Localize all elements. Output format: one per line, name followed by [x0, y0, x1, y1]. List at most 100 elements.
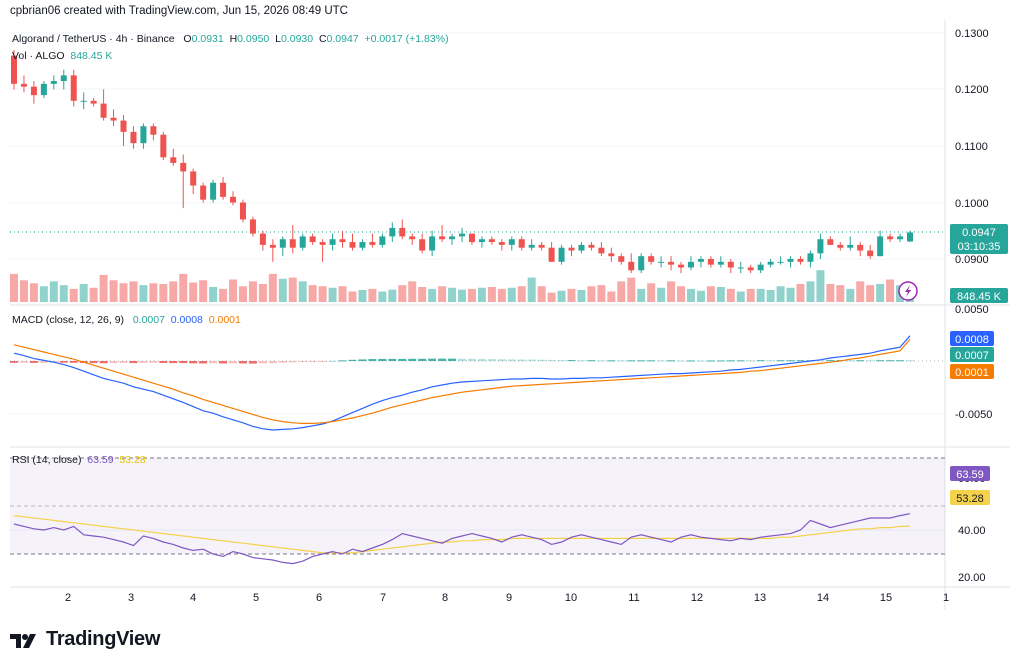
candle-body [777, 261, 784, 263]
low-label: L [275, 33, 281, 45]
rsi-legend[interactable]: RSI (14, close) 63.59 53.28 [12, 454, 146, 466]
tradingview-logo[interactable]: TradingView [10, 628, 160, 651]
close-label: C [318, 33, 327, 45]
candle-body [449, 236, 456, 240]
volume-bar [248, 281, 257, 302]
candle-body [11, 55, 17, 84]
macd-hist-bar [199, 361, 208, 364]
candle-body [170, 157, 177, 163]
time-tick-label: 2 [65, 592, 71, 604]
grid [10, 32, 945, 531]
macd-hist-bar [298, 361, 307, 362]
candle-body [687, 261, 694, 268]
candle-body [359, 242, 366, 248]
candle-body [230, 196, 237, 203]
time-tick-label: 5 [253, 592, 259, 604]
macd-hist-bar [696, 360, 705, 362]
candle-body [468, 233, 475, 243]
candle-body [180, 162, 187, 172]
macd-hist-bar [657, 360, 666, 362]
open-label: O [183, 33, 192, 45]
volume-bar [726, 288, 735, 302]
volume-bar [438, 286, 447, 302]
volume-bar [229, 279, 238, 302]
volume-value: 848.45 K [70, 50, 113, 62]
macd-hist-bar [537, 359, 546, 361]
volume-bar [677, 286, 686, 302]
price-tick-label: 0.1200 [955, 84, 989, 96]
candle-body [767, 261, 774, 265]
candle-body [697, 259, 704, 262]
rsi-line [13, 513, 911, 565]
volume-bar [10, 273, 18, 302]
candle-body [20, 83, 27, 87]
macd-hist-bar [229, 361, 238, 364]
volume-bar [667, 281, 676, 302]
volume-bar [428, 288, 437, 302]
volume-bar [846, 288, 855, 302]
macd-hist-bar [746, 360, 755, 362]
volume-bar [557, 290, 566, 302]
candle-body [717, 261, 724, 265]
macd-hist-bar [29, 361, 38, 363]
candle-body [797, 259, 804, 262]
macd-axis-ticks: 0.0050 -0.0050 [955, 304, 992, 421]
candle-body [379, 236, 386, 245]
candle-body [140, 126, 147, 144]
candle-body [309, 236, 316, 243]
volume-bar [79, 284, 88, 302]
volume-bar [527, 277, 536, 302]
volume-legend[interactable]: Vol · ALGO 848.45 K [12, 50, 112, 62]
volume-bar [19, 280, 28, 302]
volume-bar [467, 288, 476, 302]
volume-bar [607, 291, 616, 302]
macd-tick-label: -0.0050 [955, 409, 992, 421]
volume-bar [328, 287, 337, 302]
macd-hist-bar [567, 360, 576, 362]
candle-body [747, 267, 754, 271]
volume-bar [497, 288, 506, 302]
volume-bar [278, 278, 287, 302]
svg-text:0.0008: 0.0008 [955, 334, 989, 346]
tradingview-logo-icon [10, 633, 36, 648]
candle-body [389, 227, 396, 237]
macd-hist-bar [766, 360, 775, 362]
volume-bar [696, 290, 705, 302]
macd-hist-bar [547, 359, 556, 361]
candle-body [289, 239, 296, 248]
candle-body [269, 244, 276, 248]
volume-bar [448, 287, 457, 302]
macd-hist-bar [796, 360, 805, 362]
volume-bar [876, 284, 885, 302]
candle-body [907, 232, 913, 242]
macd-value-1: 0.0007 [132, 314, 165, 326]
symbol-legend[interactable]: Algorand / TetherUS · 4h · Binance O0.09… [12, 33, 449, 45]
volume-bar [567, 288, 576, 302]
time-tick-label: 6 [316, 592, 322, 604]
volume-bar [856, 281, 865, 302]
macd-hist-bar [716, 360, 725, 362]
volume-bar [647, 283, 656, 302]
macd-hist-bar [896, 360, 905, 362]
macd-line [13, 335, 911, 431]
volume-bar [547, 292, 556, 302]
macd-hist-bar [358, 359, 367, 361]
volume-bar [169, 281, 178, 302]
macd-hist-bar [826, 360, 835, 362]
lightning-icon[interactable] [898, 281, 918, 301]
macd-hist-bar [19, 361, 28, 363]
volume-bar [238, 286, 247, 302]
candle-body [498, 242, 505, 245]
candle-body [210, 182, 217, 200]
macd-hist-bar [39, 361, 48, 363]
candle-body [648, 256, 655, 262]
change-value: +0.0017 (+1.83%) [364, 33, 449, 45]
volume-bar [627, 277, 636, 302]
macd-hist-bar [487, 359, 496, 361]
macd-hist-bar [846, 360, 855, 362]
volume-bar [836, 285, 845, 302]
macd-legend[interactable]: MACD (close, 12, 26, 9) 0.0007 0.0008 0.… [12, 314, 241, 326]
macd-hist-bar [517, 359, 526, 361]
macd-hist-bar [507, 359, 516, 361]
